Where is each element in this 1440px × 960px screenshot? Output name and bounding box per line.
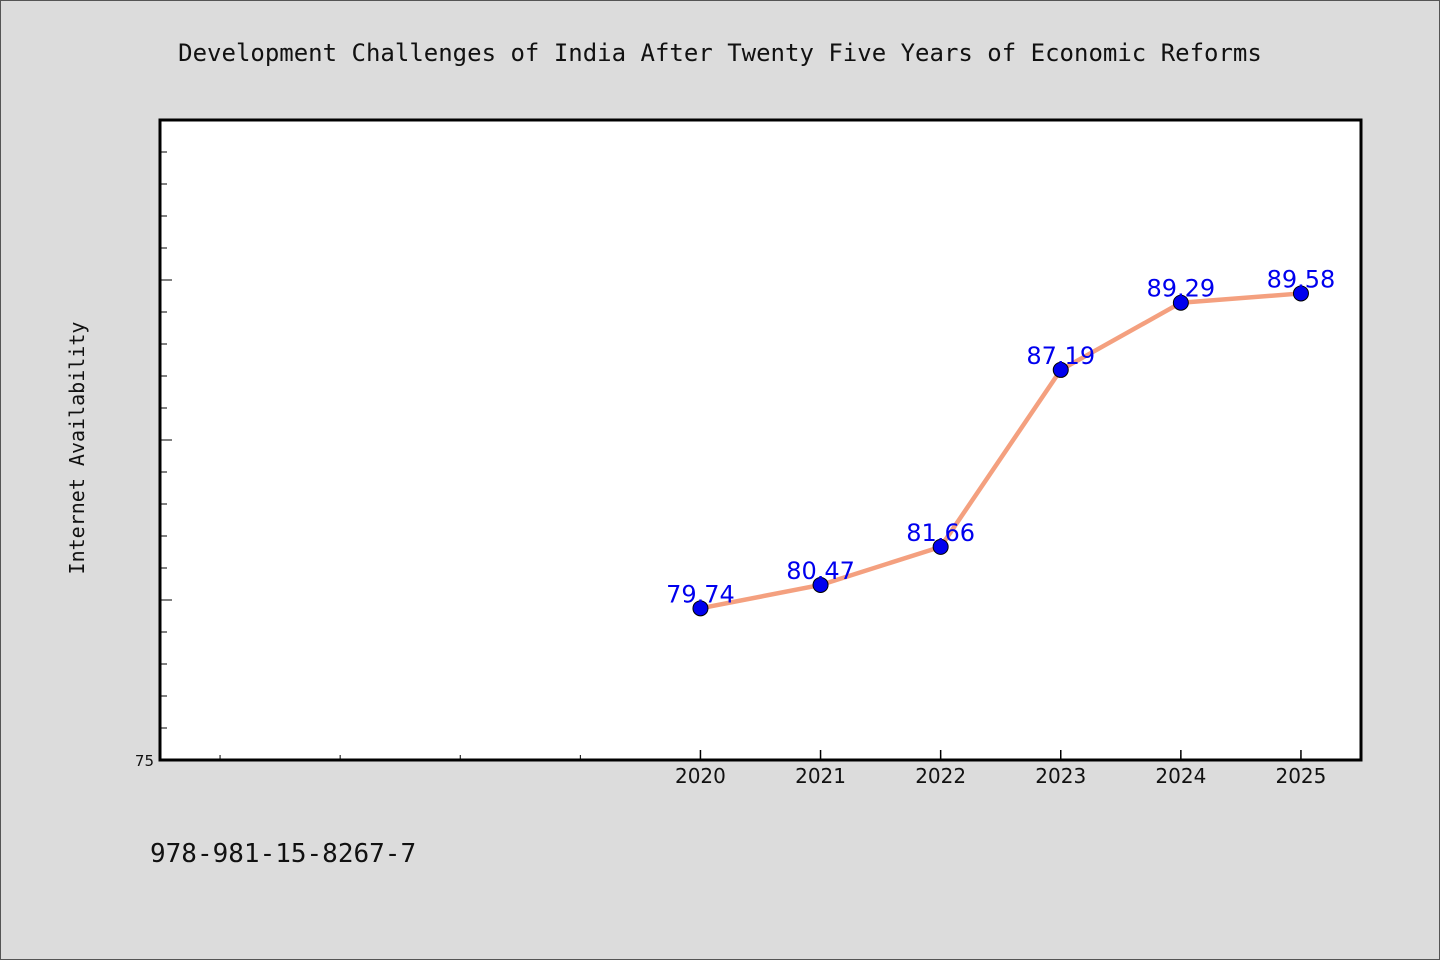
- x-tick-label: 2024: [1155, 764, 1206, 788]
- x-tick-label: 2020: [675, 764, 726, 788]
- y-axis-label: Internet Availability: [65, 322, 89, 575]
- x-tick-label: 2025: [1275, 764, 1326, 788]
- data-point: [692, 600, 709, 617]
- data-point: [1052, 361, 1069, 378]
- data-label: 81.66: [906, 519, 975, 547]
- x-axis-ticks: 2020 2021 2022 2023 2024 2025: [219, 750, 1326, 788]
- data-label: 80.47: [786, 557, 855, 585]
- data-point: [1292, 285, 1309, 302]
- data-series: [692, 285, 1309, 617]
- plot-area: [158, 118, 1363, 762]
- data-label: 89.29: [1146, 275, 1215, 303]
- x-tick-label: 2023: [1035, 764, 1086, 788]
- x-tick-label: 2022: [915, 764, 966, 788]
- data-label: 87.19: [1026, 342, 1095, 370]
- y-axis-ticks: 75: [135, 151, 172, 770]
- series-line: [700, 291, 1302, 611]
- y-tick-label: 75: [135, 752, 154, 770]
- chart-title: Development Challenges of India After Tw…: [178, 39, 1262, 67]
- data-point: [932, 538, 949, 555]
- x-tick-label: 2021: [795, 764, 846, 788]
- footer-isbn: 978-981-15-8267-7: [150, 839, 416, 869]
- data-point: [1172, 294, 1189, 311]
- data-label: 89.58: [1267, 265, 1336, 293]
- data-label: 79.74: [666, 580, 735, 608]
- data-labels: 79.74 80.47 81.66 87.19 89.29 89.58: [666, 265, 1335, 608]
- data-point: [812, 576, 829, 593]
